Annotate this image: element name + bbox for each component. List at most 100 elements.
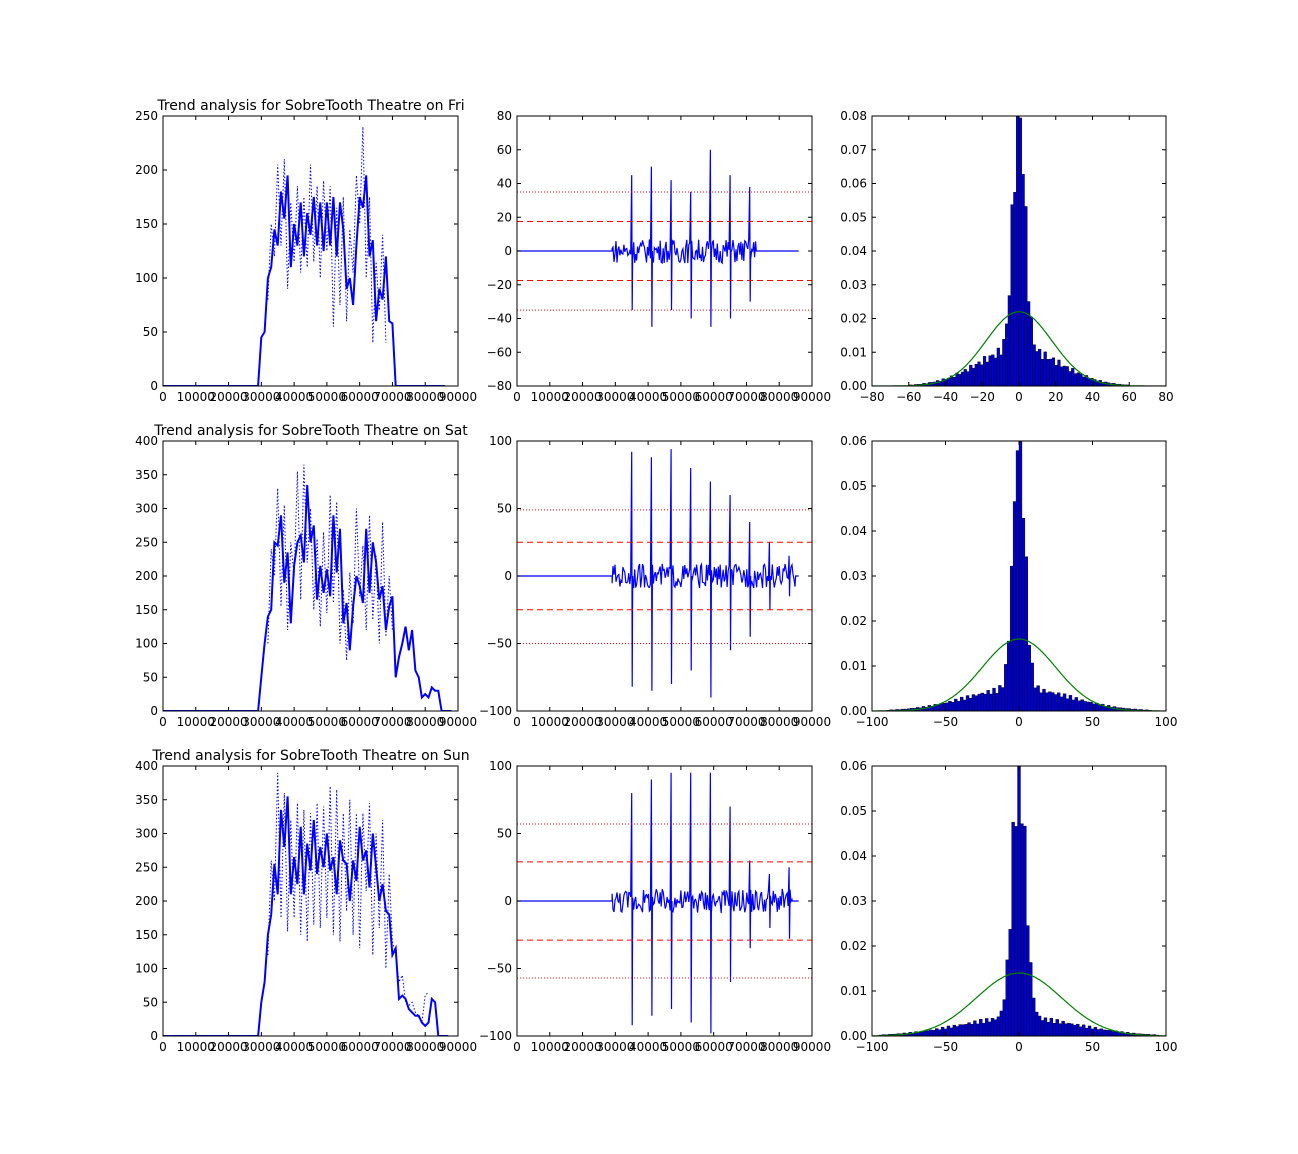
normal-fit-curve [872,972,1166,1036]
histogram-bar [1004,664,1008,711]
axes-frame [871,440,1167,712]
y-tick-label: 0.03 [840,278,867,292]
x-tick-label: −60 [896,390,921,404]
histogram-bar [992,687,996,711]
histogram-bar [1111,1031,1115,1036]
x-tick-label: −100 [856,1040,889,1054]
histogram-bar [1048,691,1052,711]
histogram-bar [926,1030,930,1036]
x-tick-label: 20000 [209,715,247,729]
histogram-bar [1067,1022,1071,1036]
x-tick-label: 20000 [563,715,601,729]
histogram-bar [968,697,973,711]
histogram-bar [940,1026,945,1036]
x-tick-label: 70000 [373,390,411,404]
y-tick-label: 0 [150,704,158,718]
histogram-bar [970,1024,974,1036]
y-tick-label: 50 [497,827,512,841]
histogram-bar [974,695,979,711]
histogram-bar [1007,295,1011,386]
histogram-bar [1051,357,1056,386]
panel-sun-2: 0 100002000030000400005000060000700008000… [479,759,831,1054]
x-tick-label: 60 [1122,390,1137,404]
histogram-bar [1065,366,1069,386]
x-tick-label: 80000 [760,715,798,729]
histogram-bar [1086,701,1090,711]
x-tick-label: 0 [513,390,521,404]
histogram-bar [1021,518,1026,711]
x-tick-label: −50 [933,1040,958,1054]
histogram-bar [1008,929,1012,1036]
histogram-bar [1030,662,1034,711]
histogram-bar [1024,556,1029,711]
histogram-bar [1021,174,1025,386]
y-tick-label: 0.06 [840,759,867,773]
x-tick-label: 20000 [563,1040,601,1054]
histogram-bar [1032,997,1036,1036]
histogram-bar [1073,373,1078,386]
histogram-bar [963,369,967,386]
trend-line [163,796,449,1036]
histogram-bar [993,357,998,386]
histogram-bar [1077,700,1081,711]
histogram-bar [984,1018,989,1036]
axes-frame [516,440,813,712]
y-tick-label: 0 [504,569,512,583]
y-tick-label: 0.04 [840,849,867,863]
histogram-bar [1068,695,1073,711]
y-tick-label: 0.05 [840,804,867,818]
x-tick-label: −100 [856,715,889,729]
histogram-bar [935,1028,939,1036]
histogram-bar [962,699,967,711]
histogram-bar [1043,351,1047,386]
histogram-bar [1096,1029,1101,1036]
histogram-bar [1026,925,1030,1036]
histogram-bar [1064,1023,1068,1036]
histogram-bar [1082,1024,1086,1036]
histogram-bar [1083,701,1087,711]
x-tick-label: 70000 [373,715,411,729]
y-tick-label: 0.04 [840,244,867,258]
trend-line [163,175,445,386]
histogram-bar [939,703,943,711]
histogram-bar [977,361,981,386]
x-tick-label: 60000 [341,390,379,404]
y-tick-label: 0.02 [840,939,867,953]
histogram-bar [1117,1032,1121,1036]
histogram-bar [960,696,964,711]
histogram-bar [1051,692,1055,711]
histogram-bar [1024,206,1028,386]
y-tick-label: 150 [135,928,158,942]
y-tick-label: 150 [135,217,158,231]
histogram-bar [1012,501,1017,711]
y-tick-label: −50 [487,962,512,976]
plot-area [163,126,445,386]
x-tick-label: −20 [970,390,995,404]
histogram-bar [1071,699,1076,711]
x-tick-label: 30000 [596,715,634,729]
histogram-bar [1065,698,1070,711]
plot-area [872,116,1166,386]
residual-line [517,772,799,1034]
normal-fit-curve [872,638,1166,711]
y-tick-label: 40 [497,177,512,191]
x-tick-label: 40000 [275,715,313,729]
histogram-bar [952,1024,956,1036]
histogram-bar [1098,705,1102,711]
x-tick-label: 90000 [439,390,477,404]
y-tick-label: −40 [487,312,512,326]
histogram-bar [1055,1019,1059,1036]
x-tick-label: 50000 [662,390,700,404]
histogram-bar [1007,640,1011,711]
histogram-bar [1027,644,1031,711]
y-tick-label: 0.00 [840,1029,867,1043]
histogram-bar [998,685,1002,711]
y-tick-label: 50 [497,502,512,516]
y-tick-label: 250 [135,860,158,874]
histogram-bar [987,1021,992,1036]
y-tick-label: 0.01 [840,345,867,359]
histogram-bar [1073,1024,1077,1036]
y-tick-label: 150 [135,603,158,617]
histogram-bar [1045,692,1049,711]
histogram-bar [1071,368,1075,386]
